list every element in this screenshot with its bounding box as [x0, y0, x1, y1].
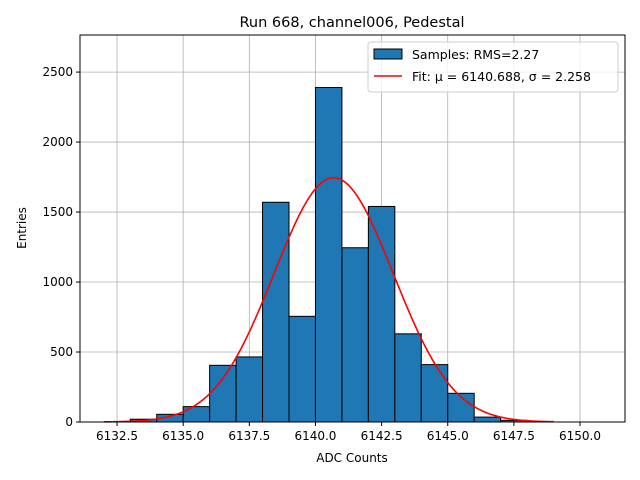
x-tick-label: 6142.5 — [361, 429, 403, 443]
x-tick-label: 6137.5 — [228, 429, 270, 443]
x-axis-label: ADC Counts — [316, 451, 388, 465]
y-axis-ticks: 0 500 1000 1500 2000 2500 — [42, 65, 80, 429]
histogram-bar — [341, 247, 369, 423]
y-tick-label: 0 — [65, 415, 73, 429]
x-tick-label: 6150.0 — [559, 429, 601, 443]
histogram-bar — [262, 201, 290, 423]
legend-patch-samples — [373, 48, 403, 60]
x-tick-label: 6135.0 — [162, 429, 204, 443]
legend-label-samples: Samples: RMS=2.27 — [412, 47, 539, 62]
x-tick-label: 6140.0 — [294, 429, 336, 443]
legend-box — [367, 41, 619, 93]
chart-title: Run 668, channel006, Pedestal — [239, 15, 464, 31]
histogram-bar — [473, 416, 502, 423]
histogram-bar — [209, 364, 237, 423]
y-tick-label: 1500 — [42, 205, 73, 219]
y-tick-label: 500 — [50, 345, 73, 359]
histogram-bar — [288, 315, 316, 423]
legend-label-fit: Fit: μ = 6140.688, σ = 2.258 — [412, 69, 591, 84]
x-tick-label: 6132.5 — [96, 429, 138, 443]
bars — [129, 86, 528, 423]
fit-curve — [103, 176, 554, 423]
x-tick-label: 6145.0 — [427, 429, 469, 443]
histogram-bar — [235, 356, 264, 423]
histogram-bar — [367, 205, 396, 423]
axes-frame — [79, 34, 626, 423]
y-axis-label: Entries — [15, 207, 29, 249]
histogram-bar — [420, 364, 449, 423]
histogram-bar — [182, 406, 211, 423]
y-tick-label: 1000 — [42, 275, 73, 289]
y-tick-label: 2500 — [42, 65, 73, 79]
histogram-bar — [314, 86, 343, 423]
histogram-bar — [447, 392, 475, 423]
x-axis-ticks: 6132.5 6135.0 6137.5 6140.0 6142.5 6145.0 6147… — [96, 422, 601, 443]
x-tick-label: 6147.5 — [493, 429, 535, 443]
histogram-bar — [394, 333, 422, 423]
y-tick-label: 2000 — [42, 135, 73, 149]
legend: Samples: RMS=2.27 Fit: μ = 6140.688, σ =… — [367, 41, 619, 93]
